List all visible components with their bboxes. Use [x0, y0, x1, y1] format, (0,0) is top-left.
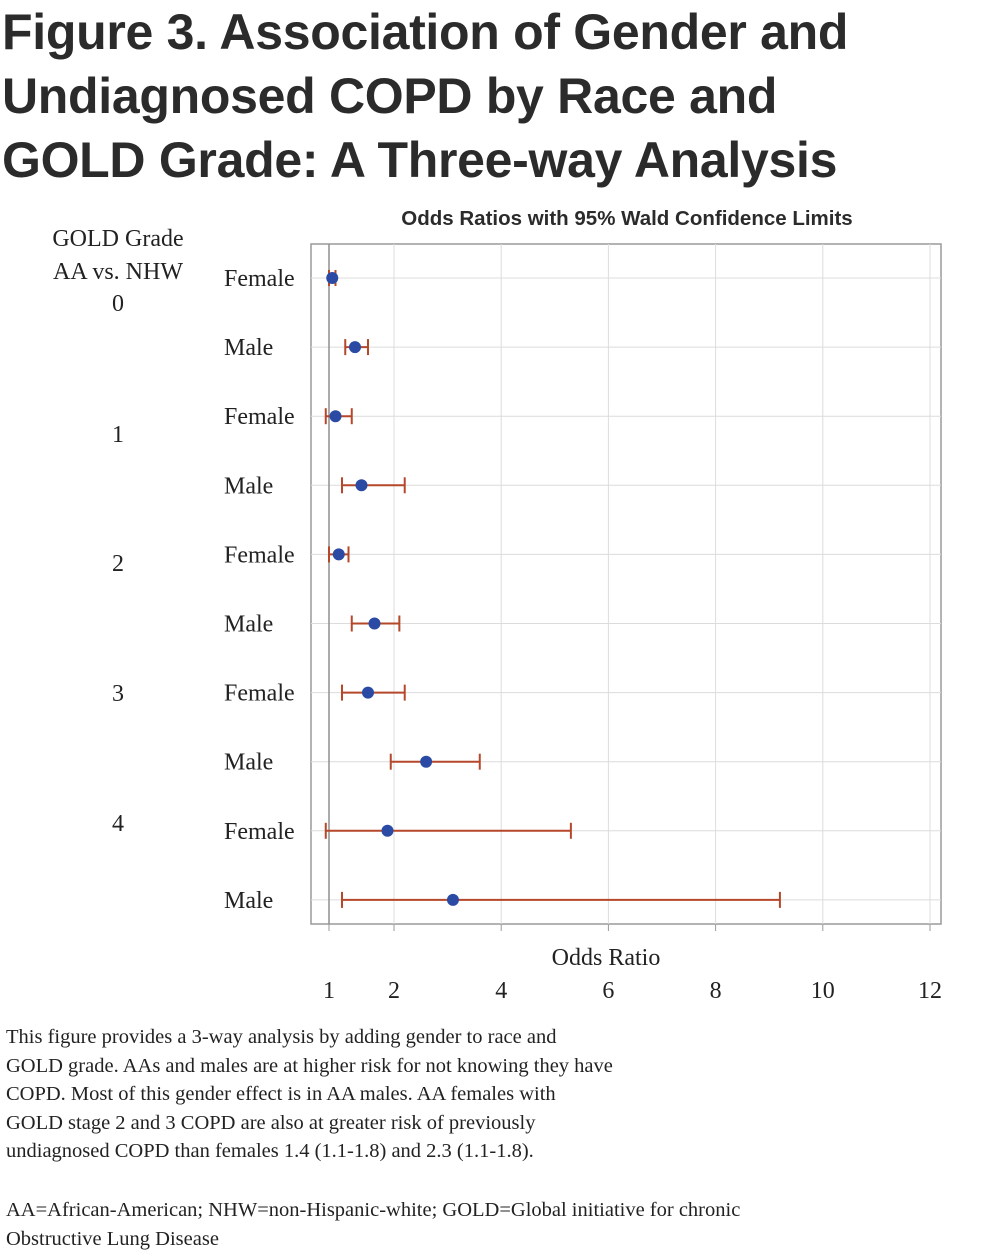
odds-ratio-point	[332, 548, 345, 561]
x-tick-label: 1	[323, 978, 335, 1004]
forest-plot: Odds Ratios with 95% Wald Confidence Lim…	[52, 207, 942, 1004]
grid-lines	[311, 244, 941, 924]
x-tick-label: 10	[811, 978, 835, 1004]
group-label: 2	[112, 551, 124, 577]
row-label: Male	[224, 473, 273, 499]
odds-ratio-point	[329, 410, 342, 423]
chart-marks	[324, 270, 781, 908]
note-line-1: AA=African-American; NHW=non-Hispanic-wh…	[6, 1199, 741, 1221]
x-tick-label: 2	[388, 978, 400, 1004]
group-label: 4	[112, 811, 124, 837]
group-labels: 0 1 2 3 4	[112, 291, 124, 837]
row-label: Female	[224, 819, 295, 845]
caption-line-4: GOLD stage 2 and 3 COPD are also at grea…	[6, 1111, 536, 1134]
odds-ratio-point	[420, 755, 433, 768]
row-label: Male	[224, 750, 273, 776]
odds-ratio-point	[362, 686, 374, 699]
group-header-line-1: GOLD Grade	[52, 226, 183, 252]
x-tick-label: 12	[918, 978, 942, 1004]
row-label: Male	[224, 888, 273, 914]
group-label: 3	[112, 681, 124, 707]
figure-caption: This figure provides a 3-way analysis by…	[6, 1023, 996, 1166]
abbreviation-note: AA=African-American; NHW=non-Hispanic-wh…	[6, 1196, 1000, 1253]
plot-frame	[310, 243, 942, 925]
group-label: 0	[112, 291, 124, 317]
row-label: Female	[224, 404, 295, 430]
note-line-2: Obstructive Lung Disease	[6, 1227, 219, 1250]
row-label: Female	[224, 542, 295, 568]
group-label: 1	[112, 422, 124, 448]
row-label: Male	[224, 335, 273, 361]
x-tick-label: 6	[602, 978, 614, 1004]
odds-ratio-point	[349, 341, 361, 354]
row-label: Female	[224, 681, 295, 707]
caption-line-3: COPD. Most of this gender effect is in A…	[6, 1083, 556, 1105]
chart-title: Odds Ratios with 95% Wald Confidence Lim…	[401, 207, 852, 230]
figure-title-line-3: GOLD Grade: A Three-way Analysis	[2, 132, 838, 188]
caption-line-1: This figure provides a 3-way analysis by…	[6, 1026, 557, 1048]
x-axis-label: Odds Ratio	[552, 945, 661, 971]
row-labels: Female Male Female Male Female Male Female Male…	[224, 266, 295, 914]
x-tick-label: 4	[495, 978, 507, 1004]
odds-ratio-point	[446, 893, 459, 906]
odds-ratio-point	[381, 824, 394, 837]
figure-title-line-2: Undiagnosed COPD by Race and	[2, 68, 778, 124]
figure-title: Figure 3. Association of Gender and Undi…	[2, 0, 992, 192]
x-tick-label: 8	[710, 978, 722, 1004]
odds-ratio-point	[355, 479, 368, 492]
odds-ratio-point	[368, 617, 381, 630]
row-label: Female	[224, 266, 295, 292]
caption-line-5: undiagnosed COPD than females 1.4 (1.1-1…	[6, 1140, 534, 1162]
figure-title-line-1: Figure 3. Association of Gender and	[2, 4, 849, 60]
row-label: Male	[224, 612, 273, 638]
odds-ratio-point	[326, 272, 339, 284]
group-header-line-2: AA vs. NHW	[53, 259, 183, 285]
caption-line-2: GOLD grade. AAs and males are at higher …	[6, 1054, 613, 1077]
x-tick-labels: 1 2 4 6 8 10 12	[323, 924, 942, 1004]
